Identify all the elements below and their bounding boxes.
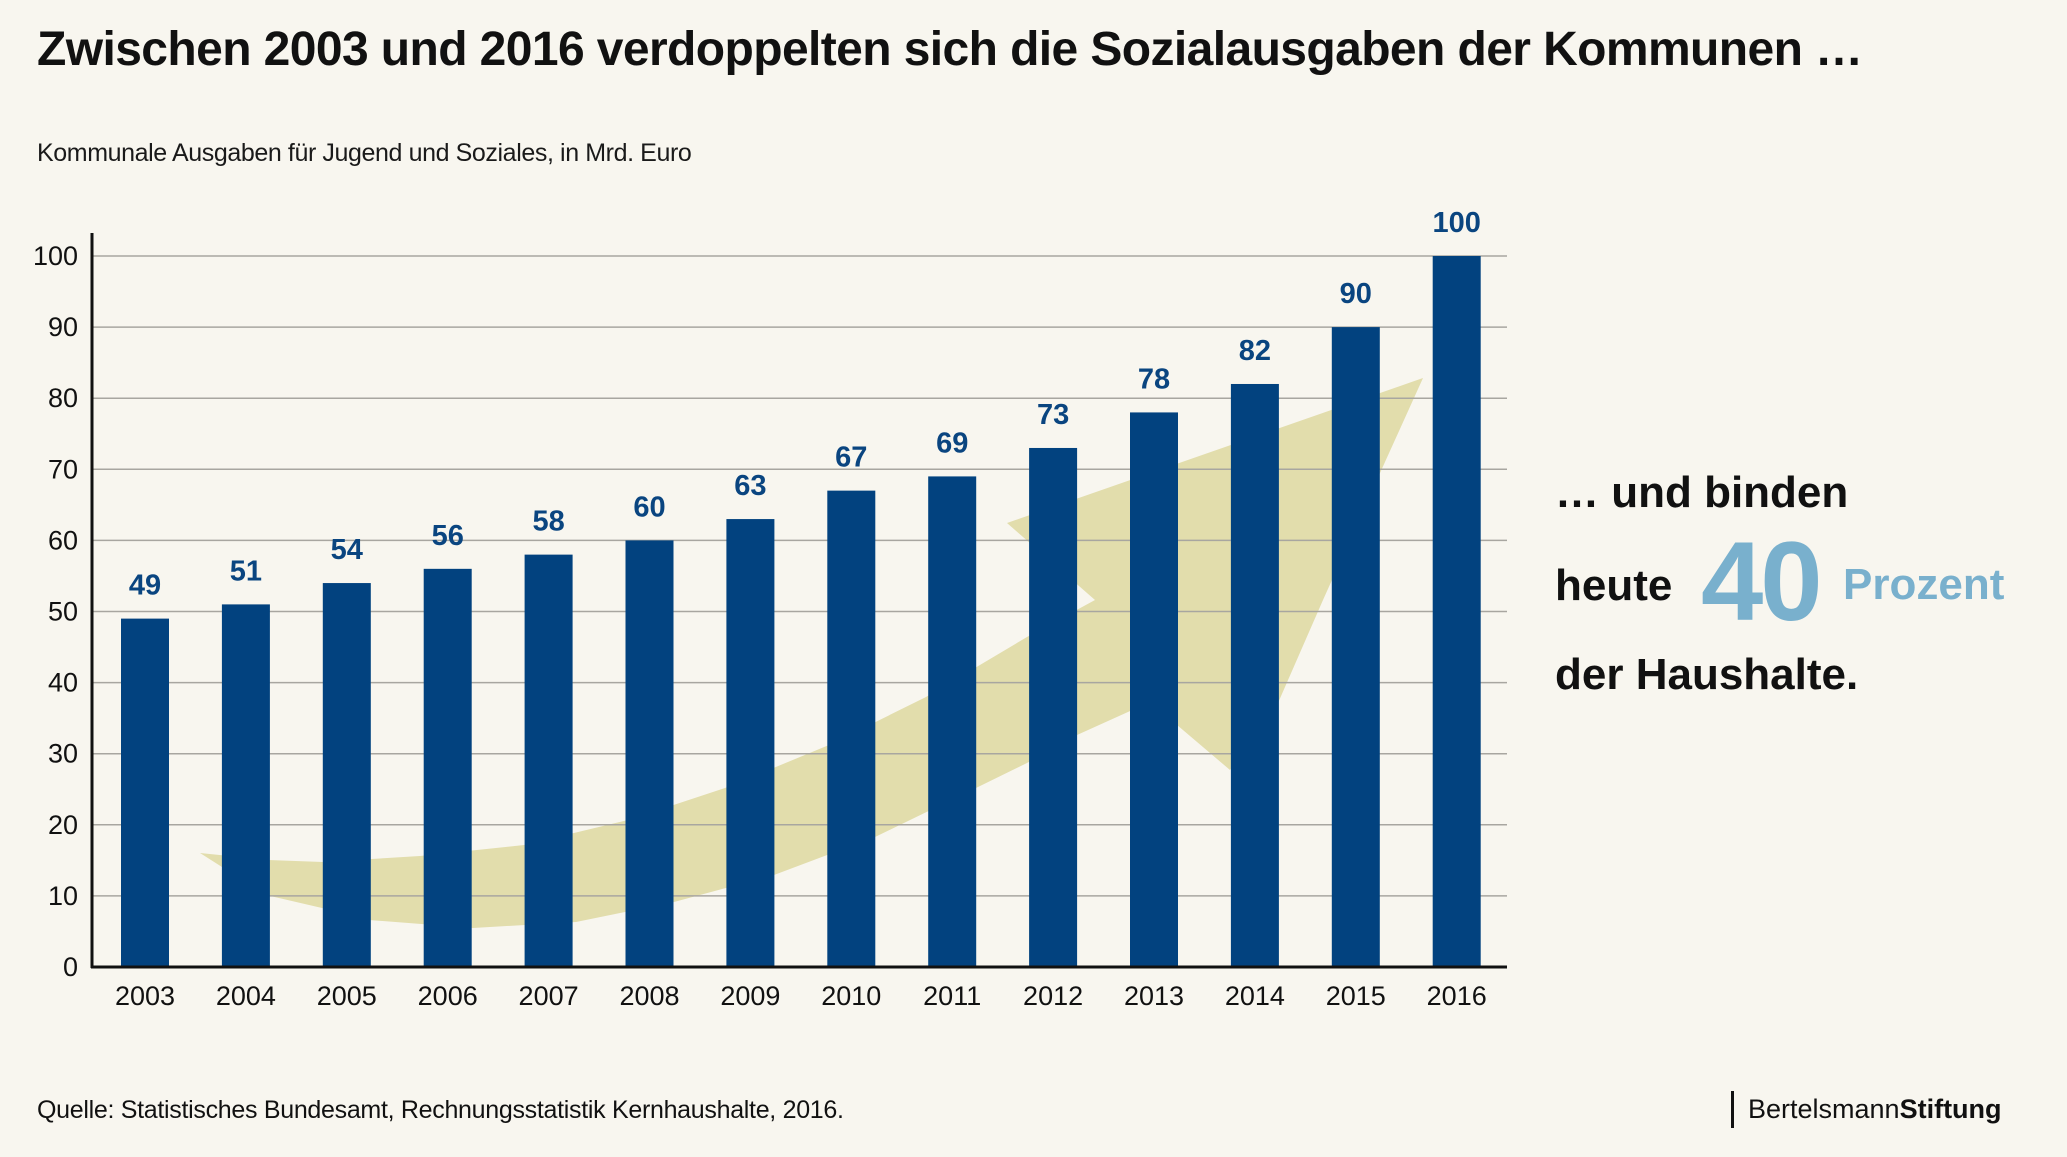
x-tick-label: 2011 (923, 981, 981, 1011)
value-label: 54 (331, 534, 363, 566)
value-label: 58 (532, 506, 564, 538)
value-label: 49 (129, 570, 161, 602)
y-tick-label: 20 (48, 810, 78, 840)
bar-2013 (1130, 412, 1178, 967)
value-label: 69 (936, 427, 968, 459)
chart-subtitle: Kommunale Ausgaben für Jugend und Sozial… (37, 139, 692, 167)
x-tick-label: 2012 (1023, 981, 1083, 1011)
bar-2014 (1230, 383, 1279, 968)
bars (121, 256, 1481, 968)
value-label: 63 (734, 470, 766, 502)
chart-title: Zwischen 2003 und 2016 verdoppelten sich… (37, 23, 1863, 76)
highlight-number: 40 (1701, 519, 1823, 644)
x-tick-label: 2004 (216, 981, 276, 1011)
x-tick-label: 2009 (720, 981, 780, 1011)
bar-2009 (726, 519, 775, 967)
y-tick-label: 40 (48, 668, 78, 698)
bar-2005 (322, 583, 371, 967)
bar-2004 (221, 604, 270, 967)
bar-2003 (121, 618, 169, 967)
y-tick-label: 90 (48, 312, 78, 342)
bar-2010 (827, 490, 876, 967)
source-note: Quelle: Statistisches Bundesamt, Rechnun… (37, 1096, 844, 1124)
bar-2007 (524, 554, 573, 967)
bertelsmann-stiftung-logo: Bertelsmann Stiftung (1731, 1090, 2002, 1128)
x-tick-label: 2005 (317, 981, 377, 1011)
x-tick-label: 2010 (821, 981, 881, 1011)
y-tick-label: 80 (48, 383, 78, 413)
x-tick-label: 2014 (1225, 981, 1285, 1011)
value-label: 56 (432, 520, 464, 552)
logo-text-regular: Bertelsmann (1748, 1093, 1900, 1124)
axes (90, 233, 1507, 969)
x-tick-label: 2015 (1326, 981, 1386, 1011)
value-label: 67 (835, 442, 867, 474)
value-label: 100 (1433, 207, 1481, 239)
value-label: 78 (1138, 363, 1170, 395)
annotation-heute: heute (1555, 561, 1673, 610)
logo-divider (1731, 1090, 1734, 1128)
highlight-unit: Prozent (1843, 560, 2005, 609)
trend-arrow-icon (200, 378, 1423, 928)
y-tick-label: 50 (48, 597, 78, 627)
y-tick-label: 30 (48, 739, 78, 769)
y-tick-label: 100 (33, 241, 78, 271)
y-tick-label: 10 (48, 881, 78, 911)
value-label: 82 (1239, 335, 1271, 367)
bar-2008 (625, 540, 674, 967)
value-label: 73 (1037, 399, 1069, 431)
value-label: 60 (633, 491, 665, 523)
y-tick-label: 70 (48, 454, 78, 484)
x-tick-label: 2006 (418, 981, 478, 1011)
annotation-line-3: der Haushalte. (1555, 650, 1859, 699)
x-tick-label: 2008 (619, 981, 679, 1011)
y-tick-label: 60 (48, 525, 78, 555)
bar-2015 (1331, 327, 1380, 968)
bar-2016 (1432, 256, 1481, 967)
value-label: 51 (230, 555, 262, 587)
x-tick-label: 2013 (1124, 981, 1184, 1011)
labels: 0 10 20 30 40 50 60 70 80 90 100 49 2003 51 2004 54 2005… (33, 207, 1487, 1011)
x-tick-label: 2003 (115, 981, 175, 1011)
x-tick-label: 2016 (1427, 981, 1487, 1011)
bar-2006 (423, 568, 472, 967)
bar-2012 (1029, 447, 1078, 968)
annotation-line-1: … und binden (1555, 468, 1849, 517)
x-tick-label: 2007 (519, 981, 579, 1011)
logo-text-bold: Stiftung (1899, 1093, 2002, 1124)
bar-2011 (928, 476, 977, 967)
value-label: 90 (1340, 278, 1372, 310)
trend-arrow-layer (200, 378, 1423, 928)
y-tick-label: 0 (63, 952, 78, 982)
